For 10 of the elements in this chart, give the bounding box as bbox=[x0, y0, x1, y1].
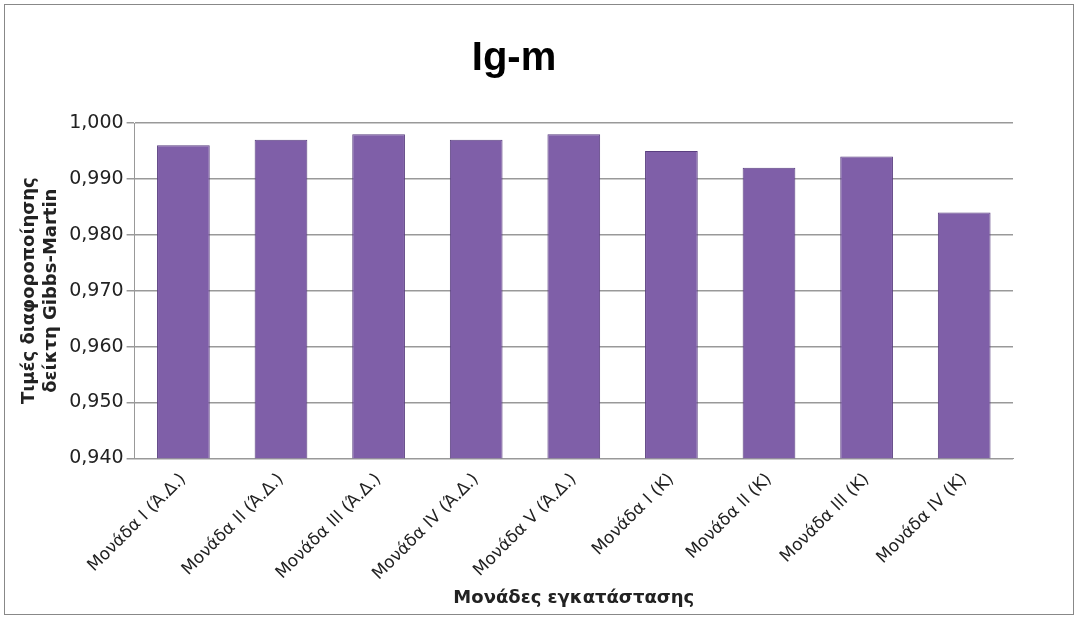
y-tick-label: 0,960 bbox=[69, 333, 124, 356]
y-tick-label: 0,950 bbox=[69, 389, 124, 412]
y-tick-label: 1,000 bbox=[69, 109, 124, 132]
y-tick-label: 0,940 bbox=[69, 445, 124, 468]
y-tick-label: 0,990 bbox=[69, 165, 124, 188]
chart-title: Ig-m bbox=[471, 34, 557, 79]
x-axis-title: Μονάδες εγκατάστασης bbox=[453, 585, 695, 607]
y-tick-label: 0,970 bbox=[69, 277, 124, 300]
y-axis-title: Τιμές διαφοροποίησης δείκτη Gibbs-Martin bbox=[17, 177, 61, 405]
y-tick-label: 0,980 bbox=[69, 221, 124, 244]
